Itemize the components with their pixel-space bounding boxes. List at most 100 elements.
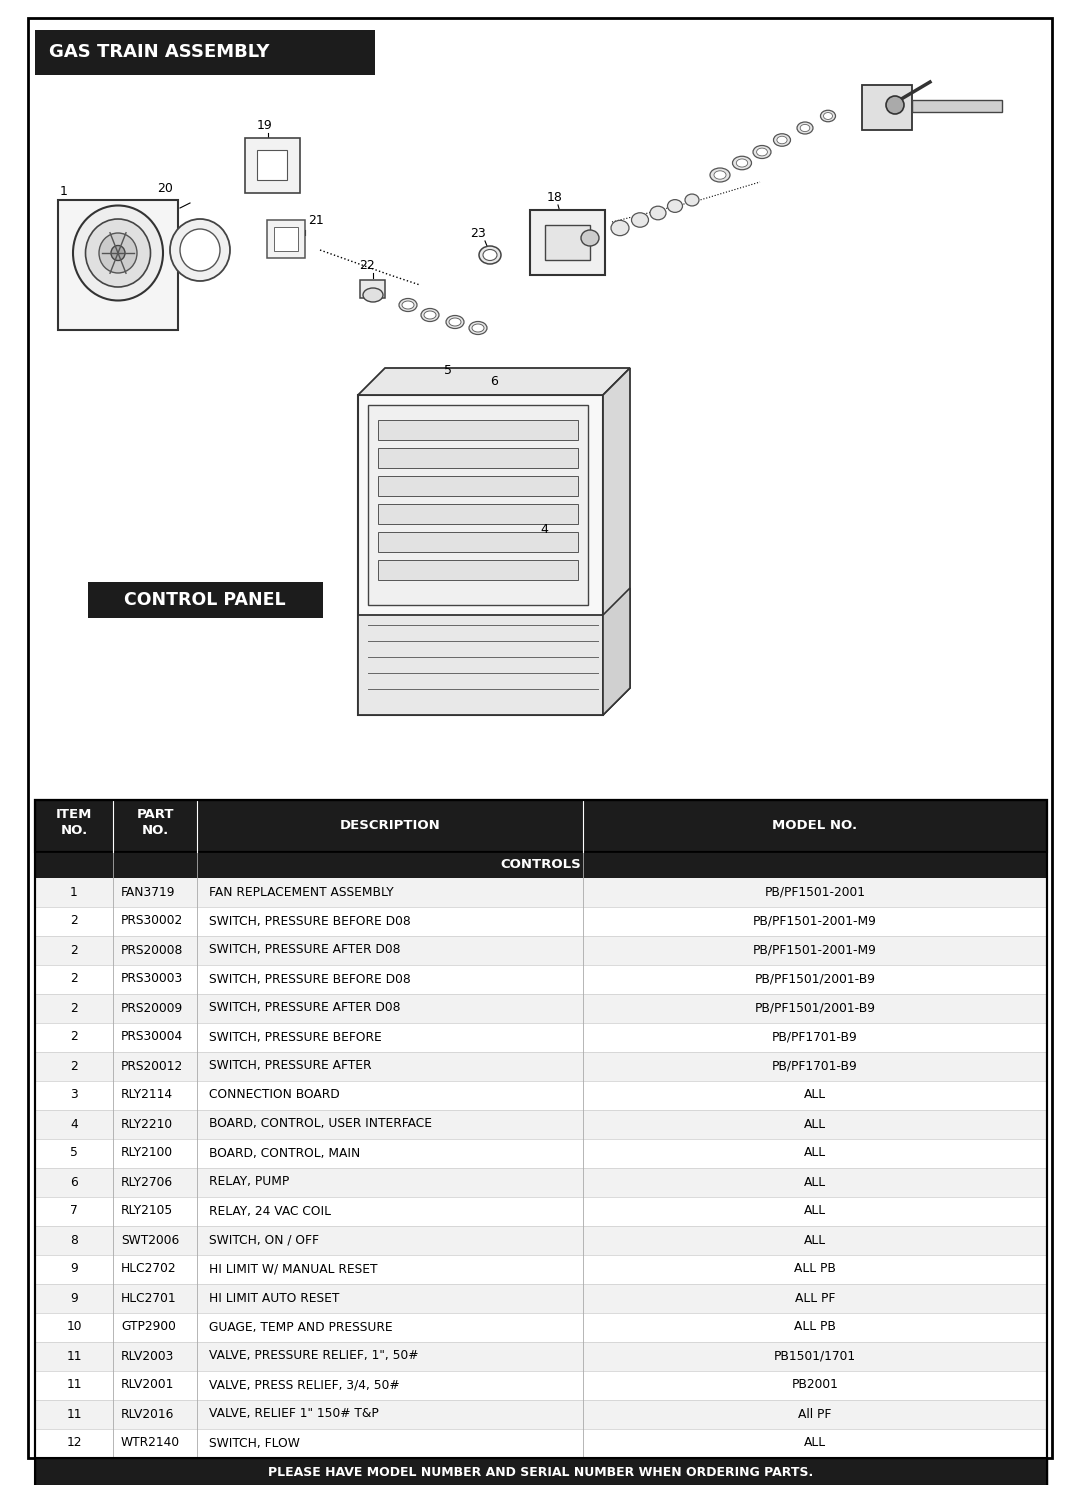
Ellipse shape bbox=[399, 298, 417, 312]
Text: 22: 22 bbox=[360, 258, 375, 272]
Bar bbox=[35, 993, 1047, 1023]
Text: HI LIMIT W/ MANUAL RESET: HI LIMIT W/ MANUAL RESET bbox=[210, 1262, 378, 1276]
Bar bbox=[35, 1227, 1047, 1255]
Text: 19: 19 bbox=[257, 119, 273, 132]
Text: ALL PB: ALL PB bbox=[794, 1320, 836, 1334]
Bar bbox=[530, 209, 605, 275]
Ellipse shape bbox=[714, 171, 726, 180]
Bar bbox=[35, 1342, 1047, 1371]
Text: PRS30003: PRS30003 bbox=[121, 973, 184, 986]
Text: NO.: NO. bbox=[60, 824, 87, 836]
Text: FAN REPLACEMENT ASSEMBLY: FAN REPLACEMENT ASSEMBLY bbox=[210, 885, 393, 898]
Text: 4: 4 bbox=[540, 524, 548, 536]
Bar bbox=[35, 1313, 1047, 1342]
Text: RLY2114: RLY2114 bbox=[121, 1089, 173, 1102]
Text: PB/PF1501-2001: PB/PF1501-2001 bbox=[765, 885, 865, 898]
Ellipse shape bbox=[111, 245, 125, 260]
Text: ALL: ALL bbox=[804, 1204, 826, 1218]
Bar bbox=[35, 907, 1047, 936]
Text: 5: 5 bbox=[70, 1146, 78, 1160]
Bar bbox=[35, 30, 375, 76]
Text: 11: 11 bbox=[66, 1408, 82, 1421]
Text: PRS30004: PRS30004 bbox=[121, 1031, 184, 1044]
Text: 23: 23 bbox=[470, 227, 486, 241]
Text: 2: 2 bbox=[70, 915, 78, 928]
Bar bbox=[35, 936, 1047, 965]
Text: 7: 7 bbox=[70, 1204, 78, 1218]
Text: PB1501/1701: PB1501/1701 bbox=[774, 1350, 856, 1363]
Text: 6: 6 bbox=[70, 1176, 78, 1188]
Text: PART: PART bbox=[136, 808, 174, 821]
Text: SWITCH, PRESSURE BEFORE D08: SWITCH, PRESSURE BEFORE D08 bbox=[210, 973, 410, 986]
Text: SWITCH, PRESSURE AFTER: SWITCH, PRESSURE AFTER bbox=[210, 1059, 372, 1072]
Ellipse shape bbox=[824, 113, 833, 119]
Ellipse shape bbox=[667, 199, 683, 212]
Text: ALL: ALL bbox=[804, 1089, 826, 1102]
Text: 3: 3 bbox=[70, 1089, 78, 1102]
Bar bbox=[35, 1429, 1047, 1458]
Text: SWITCH, PRESSURE AFTER D08: SWITCH, PRESSURE AFTER D08 bbox=[210, 1001, 401, 1014]
Ellipse shape bbox=[611, 220, 629, 236]
Ellipse shape bbox=[710, 168, 730, 183]
Text: GUAGE, TEMP AND PRESSURE: GUAGE, TEMP AND PRESSURE bbox=[210, 1320, 393, 1334]
Text: 21: 21 bbox=[308, 214, 324, 227]
Ellipse shape bbox=[773, 134, 791, 146]
Text: VALVE, RELIEF 1" 150# T&P: VALVE, RELIEF 1" 150# T&P bbox=[210, 1408, 379, 1421]
Bar bbox=[35, 1400, 1047, 1429]
Text: DESCRIPTION: DESCRIPTION bbox=[339, 820, 441, 833]
Text: PB/PF1501/2001-B9: PB/PF1501/2001-B9 bbox=[755, 973, 876, 986]
Bar bbox=[368, 405, 588, 604]
Text: ITEM: ITEM bbox=[56, 808, 92, 821]
Text: SWITCH, ON / OFF: SWITCH, ON / OFF bbox=[210, 1234, 319, 1246]
Text: PB/PF1701-B9: PB/PF1701-B9 bbox=[772, 1031, 858, 1044]
Text: VALVE, PRESS RELIEF, 3/4, 50#: VALVE, PRESS RELIEF, 3/4, 50# bbox=[210, 1378, 400, 1391]
Text: PRS20008: PRS20008 bbox=[121, 943, 184, 956]
Bar bbox=[245, 138, 300, 193]
Bar bbox=[357, 615, 603, 714]
Ellipse shape bbox=[821, 110, 836, 122]
Text: SWITCH, FLOW: SWITCH, FLOW bbox=[210, 1436, 300, 1449]
Text: 8: 8 bbox=[70, 1234, 78, 1246]
Text: ALL: ALL bbox=[804, 1118, 826, 1130]
Text: RLV2003: RLV2003 bbox=[121, 1350, 174, 1363]
Text: 6: 6 bbox=[490, 376, 498, 388]
Ellipse shape bbox=[797, 122, 813, 134]
Bar bbox=[35, 852, 1047, 878]
Ellipse shape bbox=[424, 310, 436, 319]
Text: 4: 4 bbox=[70, 1118, 78, 1130]
Text: 2: 2 bbox=[70, 943, 78, 956]
Bar bbox=[58, 200, 178, 330]
Text: 12: 12 bbox=[66, 1436, 82, 1449]
Ellipse shape bbox=[469, 321, 487, 334]
Text: 9: 9 bbox=[70, 1262, 78, 1276]
Ellipse shape bbox=[402, 301, 414, 309]
Ellipse shape bbox=[685, 195, 699, 206]
Text: RLV2001: RLV2001 bbox=[121, 1378, 174, 1391]
Text: 1: 1 bbox=[70, 885, 78, 898]
Ellipse shape bbox=[446, 315, 464, 328]
Text: HI LIMIT AUTO RESET: HI LIMIT AUTO RESET bbox=[210, 1292, 339, 1304]
Ellipse shape bbox=[886, 97, 904, 114]
Bar bbox=[360, 281, 384, 298]
Text: RLY2105: RLY2105 bbox=[121, 1204, 173, 1218]
Text: BOARD, CONTROL, MAIN: BOARD, CONTROL, MAIN bbox=[210, 1146, 361, 1160]
Bar bbox=[87, 582, 323, 618]
Ellipse shape bbox=[363, 288, 383, 301]
Ellipse shape bbox=[449, 318, 461, 327]
Polygon shape bbox=[603, 368, 630, 714]
Text: ALL PB: ALL PB bbox=[794, 1262, 836, 1276]
Bar bbox=[35, 878, 1047, 907]
Text: PB/PF1501/2001-B9: PB/PF1501/2001-B9 bbox=[755, 1001, 876, 1014]
Text: SWITCH, PRESSURE BEFORE: SWITCH, PRESSURE BEFORE bbox=[210, 1031, 381, 1044]
Text: 11: 11 bbox=[66, 1378, 82, 1391]
Text: 2: 2 bbox=[70, 1031, 78, 1044]
Text: PRS20009: PRS20009 bbox=[121, 1001, 184, 1014]
Text: NO.: NO. bbox=[141, 824, 168, 836]
Bar bbox=[35, 1371, 1047, 1400]
Text: SWITCH, PRESSURE BEFORE D08: SWITCH, PRESSURE BEFORE D08 bbox=[210, 915, 410, 928]
Ellipse shape bbox=[480, 247, 501, 264]
Ellipse shape bbox=[777, 137, 787, 144]
Bar bbox=[378, 477, 578, 496]
Bar bbox=[35, 1023, 1047, 1051]
Text: 11: 11 bbox=[66, 1350, 82, 1363]
